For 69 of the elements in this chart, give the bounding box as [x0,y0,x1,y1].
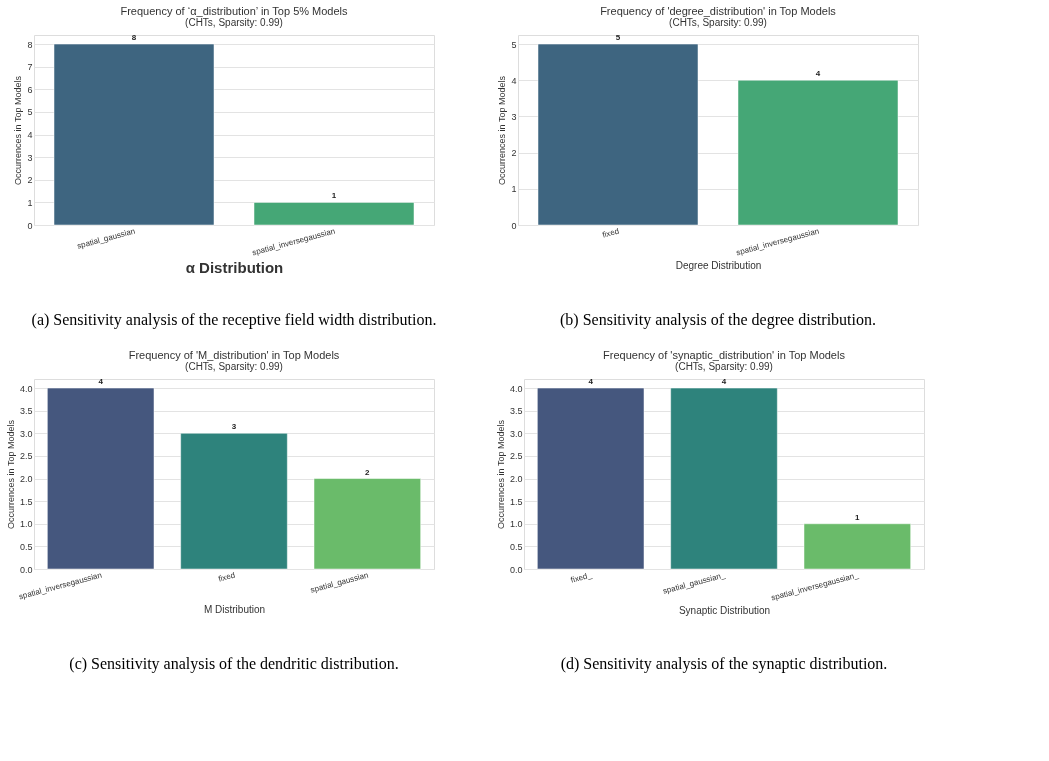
y-tick-label: 4 [27,130,33,141]
y-axis-title: Occurrences in Top Models [497,75,508,185]
y-tick-label: 3.5 [19,406,33,417]
y-tick-label: 2.0 [509,474,523,485]
y-tick-label: 1.5 [509,496,523,507]
y-tick-label: 0.5 [509,541,523,552]
y-tick-label: 0 [27,220,33,231]
y-tick-label: 5 [27,107,33,118]
chart-title: Frequency of 'synaptic_distribution' in Top Models [603,349,846,362]
y-tick-label: 0 [511,220,517,231]
x-tick-label: fixed [601,226,621,240]
bar [47,387,155,570]
y-tick-label: 1.0 [509,519,523,530]
y-tick-label: 8 [27,39,33,50]
y-axis-title: Occurrences in Top Models [5,419,16,529]
y-tick-label: 6 [27,84,33,95]
data-label: 4 [588,377,594,387]
y-tick-label: 1 [27,197,33,208]
y-axis-title: Occurrences in Top Models [13,75,24,185]
y-tick-label: 4.0 [19,383,33,394]
y-tick-label: 4 [511,75,517,86]
x-axis-title: α Distribution [185,259,284,277]
y-tick-label: 1.0 [19,519,33,530]
y-tick-label: 2.0 [19,474,33,485]
data-label: 4 [98,377,104,387]
y-tick-label: 3.5 [509,406,523,417]
text: (d) Sensitivity analysis of the synaptic distribution. [560,655,888,673]
text: (a) Sensitivity analysis of the receptive field width distribution. [31,311,437,329]
y-tick-label: 2 [27,175,33,186]
x-tick-label: fixed_ [569,570,594,585]
data-label: 1 [331,191,337,201]
chart-title: Frequency of ‘α_distribution’ in Top 5% Models [120,5,349,18]
y-tick-label: 4.0 [509,383,523,394]
y-tick-label: 0.0 [19,564,33,575]
y-tick-label: 2.5 [509,451,523,462]
x-axis-title: Degree Distribution [675,260,762,272]
y-tick-label: 7 [27,62,33,73]
y-tick-label: 2.5 [19,451,33,462]
y-tick-label: 0.5 [19,541,33,552]
y-tick-label: 5 [511,39,517,50]
chart-subtitle: (CHTs, Sparsity: 0.99) [669,17,767,29]
data-label: 4 [721,377,727,387]
y-tick-label: 3 [511,111,517,122]
bar [313,478,421,570]
text: (b) Sensitivity analysis of the degree distribution. [560,311,876,329]
y-tick-label: 3 [27,152,33,163]
data-label: 1 [855,512,861,522]
data-label: 3 [231,422,237,432]
y-tick-label: 1 [511,184,517,195]
chart-title: Frequency of 'degree_distribution' in Top Models [600,5,837,18]
y-tick-label: 3.0 [19,428,33,439]
text: (c) Sensitivity analysis of the dendritic distribution. [69,655,399,673]
chart-subtitle: (CHTs, Sparsity: 0.99) [675,361,773,373]
data-label: 4 [815,69,821,79]
chart-subtitle: (CHTs, Sparsity: 0.99) [185,17,283,29]
y-tick-label: 1.5 [19,496,33,507]
x-tick-label: fixed [217,570,237,584]
data-label: 2 [365,467,371,477]
data-label: 5 [615,33,621,43]
y-tick-label: 0.0 [509,564,523,575]
y-tick-label: 2 [511,148,517,159]
y-axis-title: Occurrences in Top Models [495,419,506,529]
chart-subtitle: (CHTs, Sparsity: 0.99) [185,361,283,373]
y-tick-label: 3.0 [509,428,523,439]
x-axis-title: Synaptic Distribution [678,605,771,617]
data-label: 8 [131,33,137,43]
chart-title: Frequency of 'M_distribution' in Top Models [128,349,340,362]
x-axis-title: M Distribution [203,604,266,616]
bar [180,433,288,570]
